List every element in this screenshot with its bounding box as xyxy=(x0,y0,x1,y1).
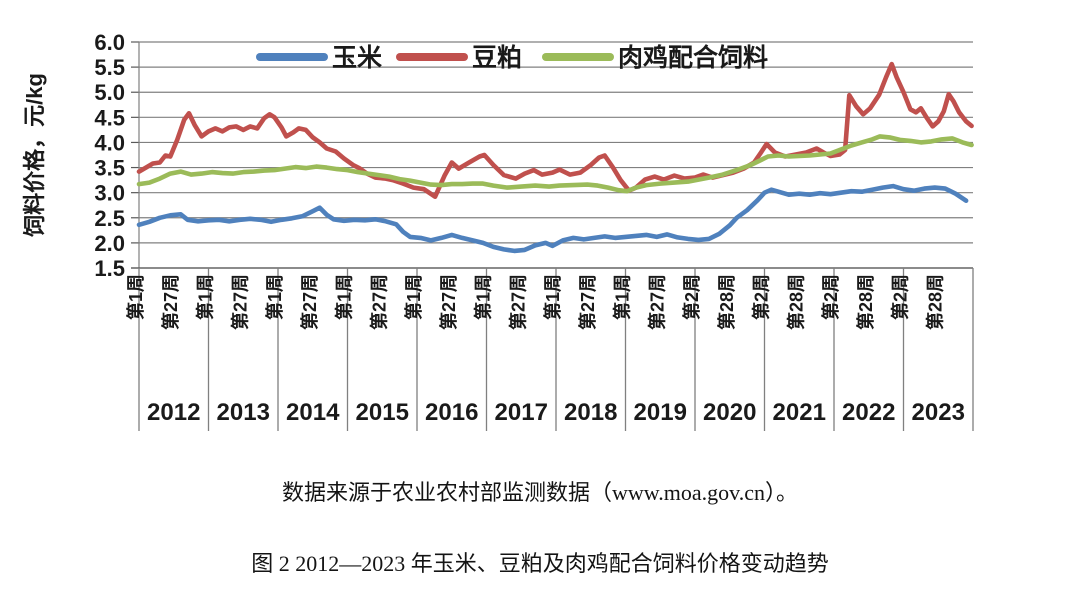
y-tick-label: 6.0 xyxy=(94,30,125,55)
year-label: 2015 xyxy=(356,399,409,426)
y-tick-label: 4.0 xyxy=(94,130,125,155)
year-label: 2019 xyxy=(634,399,687,426)
year-label: 2013 xyxy=(217,399,270,426)
year-label: 2020 xyxy=(703,399,756,426)
series-line-豆粕 xyxy=(136,61,974,199)
year-label: 2017 xyxy=(495,399,548,426)
week-tick-label: 第27周 xyxy=(438,274,459,330)
week-tick-label: 第1周 xyxy=(125,274,146,320)
y-axis-title: 饲料价格，元/kg xyxy=(22,73,47,238)
week-tick-label: 第2周 xyxy=(820,274,841,320)
feed-price-line-chart: 6.0 5.5 5.0 4.5 4.0 3.5 3.0 2.5 2.0 1.5 2012 2013 20… xyxy=(22,30,974,431)
y-tick-label: 3.0 xyxy=(94,181,125,206)
series-line-玉米 xyxy=(136,183,969,254)
week-tick-label: 第2周 xyxy=(751,274,772,320)
y-tick-label: 5.0 xyxy=(94,80,125,105)
legend-label: 玉米 xyxy=(332,44,383,72)
week-tick-label: 第28周 xyxy=(785,274,806,330)
week-tick-label: 第27周 xyxy=(299,274,320,330)
week-tick-label: 第27周 xyxy=(507,274,528,330)
y-tick-label: 1.5 xyxy=(94,256,125,281)
week-tick-label: 第1周 xyxy=(473,274,494,320)
y-tick-label: 4.5 xyxy=(94,105,125,130)
week-tick-label: 第27周 xyxy=(229,274,250,330)
year-label: 2014 xyxy=(286,399,340,426)
y-tick-label: 3.5 xyxy=(94,156,125,181)
year-label: 2021 xyxy=(773,399,826,426)
week-tick-label: 第1周 xyxy=(542,274,563,320)
week-tick-label: 第27周 xyxy=(646,274,667,330)
week-tick-label: 第1周 xyxy=(612,274,633,320)
legend-label: 肉鸡配合饲料 xyxy=(618,43,768,72)
week-tick-label: 第1周 xyxy=(334,274,355,320)
week-tick-label: 第28周 xyxy=(924,274,945,330)
week-tick-label: 第28周 xyxy=(855,274,876,330)
year-label: 2023 xyxy=(912,399,965,426)
figure-caption: 图 2 2012—2023 年玉米、豆粕及肉鸡配合饲料价格变动趋势 xyxy=(251,551,829,576)
week-tick-label: 第1周 xyxy=(195,274,216,320)
year-label: 2012 xyxy=(147,399,200,426)
year-label: 2016 xyxy=(425,399,478,426)
week-tick-label: 第28周 xyxy=(716,274,737,330)
data-source-note: 数据来源于农业农村部监测数据（www.moa.gov.cn）。 xyxy=(282,480,798,505)
week-tick-label: 第1周 xyxy=(403,274,424,320)
week-tick-label: 第2周 xyxy=(890,274,911,320)
y-tick-label: 2.0 xyxy=(94,231,125,256)
chart-canvas: 6.05.55.04.54.03.53.02.52.01.5 2012 2013 20… xyxy=(22,30,974,431)
week-tick-label: 第2周 xyxy=(681,274,702,320)
week-tick-label: 第27周 xyxy=(577,274,598,330)
series-line-肉鸡配合饲料 xyxy=(136,134,974,194)
year-label: 2018 xyxy=(564,399,617,426)
week-tick-label: 第27周 xyxy=(160,274,181,330)
year-label: 2022 xyxy=(842,399,895,426)
week-tick-label: 第27周 xyxy=(368,274,389,330)
legend-label: 豆粕 xyxy=(472,43,522,72)
week-tick-label: 第1周 xyxy=(264,274,285,320)
y-tick-label: 5.5 xyxy=(94,55,125,80)
y-tick-label: 2.5 xyxy=(94,206,125,231)
